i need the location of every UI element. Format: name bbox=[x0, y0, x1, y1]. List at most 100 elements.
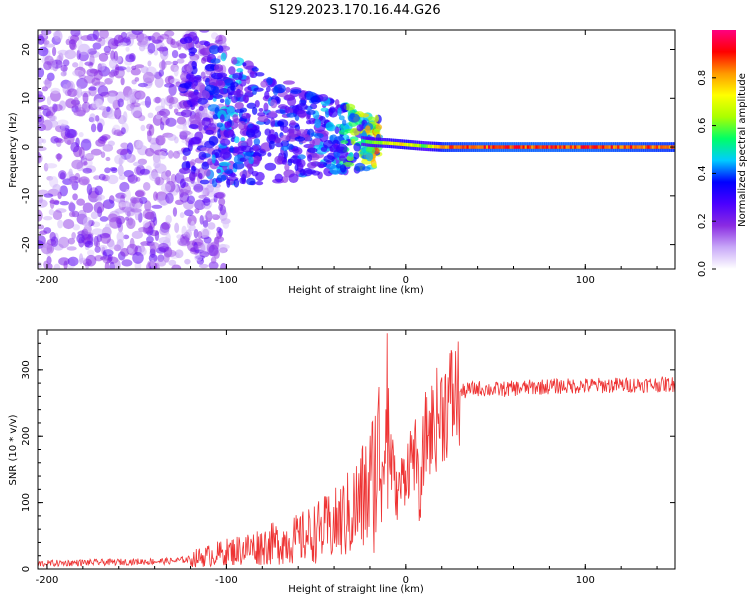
y-tick-label: 10 bbox=[21, 92, 32, 105]
spectrogram-cell bbox=[518, 145, 522, 149]
spectrogram-cell bbox=[212, 86, 220, 96]
spectrogram-cell bbox=[137, 82, 148, 88]
spectrogram-cell bbox=[174, 249, 184, 259]
spectrogram-cell bbox=[541, 145, 545, 149]
spectrogram-cell bbox=[190, 136, 202, 145]
x-tick-label: -100 bbox=[215, 275, 238, 286]
spectrogram-cell bbox=[236, 68, 244, 73]
spectrogram-cell bbox=[294, 164, 299, 171]
spectrogram-frame bbox=[37, 29, 676, 270]
spectrogram-cell bbox=[194, 208, 200, 214]
spectrogram-cell bbox=[114, 197, 125, 203]
spectrogram-cell bbox=[72, 224, 81, 231]
spectrogram-cell bbox=[230, 56, 238, 65]
spectrogram-cell bbox=[173, 66, 179, 77]
spectrogram-cell bbox=[380, 141, 384, 145]
spectrogram-cell bbox=[78, 146, 85, 159]
spectrogram-cell bbox=[50, 236, 59, 247]
spectrogram-cell bbox=[233, 154, 245, 165]
spectrogram-cell bbox=[455, 145, 459, 149]
spectrogram-cell bbox=[139, 168, 150, 175]
spectrogram-cell bbox=[58, 257, 70, 266]
spectrogram-cell bbox=[248, 156, 254, 165]
y-tick-label: 0 bbox=[21, 566, 32, 572]
spectrogram-cell bbox=[161, 221, 171, 230]
spectrogram-cell bbox=[569, 145, 573, 149]
spectrogram-cell bbox=[93, 70, 103, 81]
spectrogram-cell bbox=[98, 244, 108, 251]
spectrogram-cell bbox=[386, 141, 390, 145]
spectrogram-cell bbox=[325, 110, 330, 118]
spectrogram-cell bbox=[178, 53, 187, 59]
x-tick-label: 0 bbox=[403, 275, 409, 286]
spectrogram-cell bbox=[38, 114, 45, 125]
spectrogram-cell bbox=[72, 193, 78, 201]
spectrogram-cell bbox=[38, 67, 45, 78]
spectrogram-cell bbox=[95, 240, 101, 248]
spectrogram-cell bbox=[520, 145, 524, 149]
spectrogram-cell bbox=[126, 151, 133, 163]
spectrogram-cell bbox=[83, 75, 96, 84]
spectrogram-cell bbox=[81, 103, 88, 110]
spectrogram-cell bbox=[208, 45, 220, 55]
spectrogram-cell bbox=[438, 145, 442, 149]
spectrogram-cell bbox=[384, 141, 388, 145]
spectrogram-cell bbox=[365, 139, 369, 144]
spectrogram-cell bbox=[205, 129, 214, 135]
spectrogram-cell bbox=[263, 102, 269, 112]
spectrogram-cell bbox=[44, 43, 56, 48]
spectrogram-cell bbox=[107, 140, 115, 147]
spectrogram-cell bbox=[82, 167, 93, 174]
spectrogram-cell bbox=[130, 196, 137, 204]
snr-x-label: Height of straight line (km) bbox=[288, 584, 424, 595]
spectrogram-cell bbox=[252, 145, 260, 152]
spectrogram-cell bbox=[38, 146, 47, 152]
spectrogram-cell bbox=[233, 89, 244, 98]
spectrogram-cell bbox=[296, 109, 308, 118]
spectrogram-y-ticks: -20 -10 0 10 20 bbox=[21, 29, 675, 265]
spectrogram-cell bbox=[213, 250, 220, 259]
spectrogram-cell bbox=[228, 173, 237, 178]
spectrogram-cell bbox=[181, 225, 187, 237]
spectrogram-cell bbox=[595, 145, 599, 149]
spectrogram-cell bbox=[172, 60, 179, 65]
spectrogram-cell bbox=[632, 145, 636, 149]
spectrogram-cell bbox=[242, 94, 250, 104]
spectrogram-cell bbox=[164, 83, 175, 88]
figure-title: S129.2023.170.16.44.G26 bbox=[269, 3, 440, 18]
spectrogram-cell bbox=[212, 113, 219, 120]
spectrogram-cell bbox=[70, 30, 81, 37]
spectrogram-cell bbox=[186, 195, 196, 205]
spectrogram-cell bbox=[284, 163, 290, 171]
spectrogram-cell bbox=[158, 242, 169, 253]
spectrogram-cell bbox=[165, 214, 172, 224]
spectrogram-cell bbox=[177, 42, 182, 51]
spectrogram-cell bbox=[561, 145, 565, 149]
spectrogram-cell bbox=[490, 145, 494, 149]
spectrogram-cell bbox=[210, 58, 221, 64]
spectrogram-cell bbox=[660, 145, 664, 149]
spectrogram-cell bbox=[197, 172, 203, 180]
spectrogram-cell bbox=[72, 62, 79, 68]
spectrogram-cell bbox=[360, 139, 364, 143]
spectrogram-cell bbox=[117, 98, 124, 108]
spectrogram-cell bbox=[224, 121, 231, 130]
spectrogram-cell bbox=[294, 136, 306, 142]
spectrogram-cell bbox=[636, 145, 640, 149]
spectrogram-cell bbox=[147, 112, 154, 119]
spectrogram-cell bbox=[73, 109, 86, 117]
spectrogram-cell bbox=[653, 145, 657, 149]
spectrogram-cell bbox=[374, 114, 379, 123]
spectrogram-cell bbox=[233, 178, 240, 188]
spectrogram-cell bbox=[503, 145, 507, 149]
spectrogram-cell bbox=[325, 121, 335, 131]
spectrogram-cell bbox=[623, 145, 627, 149]
spectrogram-cell bbox=[408, 143, 412, 147]
spectrogram-cell bbox=[189, 114, 201, 125]
spectrogram-cell bbox=[264, 90, 270, 100]
spectrogram-cell bbox=[325, 163, 337, 170]
spectrogram-cell bbox=[73, 97, 80, 109]
spectrogram-cell bbox=[50, 87, 61, 94]
spectrogram-cell bbox=[86, 183, 93, 196]
